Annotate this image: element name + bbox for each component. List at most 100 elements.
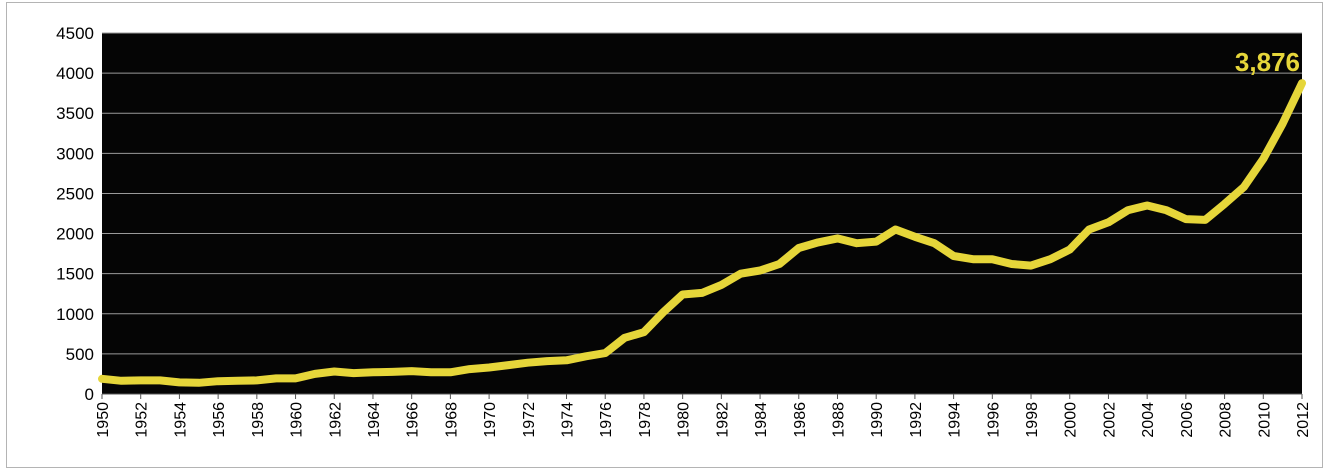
data-point <box>1163 207 1170 214</box>
y-tick-label: 4000 <box>56 64 94 83</box>
y-tick-label: 2500 <box>56 184 94 203</box>
data-point <box>737 270 744 277</box>
data-point <box>1124 207 1131 214</box>
data-point <box>1028 262 1035 269</box>
data-point <box>253 377 260 384</box>
data-point <box>602 350 609 357</box>
data-point <box>931 240 938 247</box>
y-tick-label: 500 <box>66 345 94 364</box>
x-tick-label: 1968 <box>443 402 460 438</box>
x-tick-label: 1956 <box>211 402 228 438</box>
x-tick-label: 1994 <box>947 402 964 438</box>
data-point <box>660 309 667 316</box>
x-tick-label: 2000 <box>1063 402 1080 438</box>
data-point <box>273 375 280 382</box>
data-point <box>582 353 589 360</box>
data-point <box>621 334 628 341</box>
end-value-annotation: 3,876 <box>1235 47 1300 77</box>
data-point <box>989 256 996 263</box>
data-point <box>1299 80 1305 87</box>
x-tick-label: 1960 <box>289 402 306 438</box>
data-point <box>505 362 512 369</box>
data-point <box>757 267 764 274</box>
data-point <box>486 364 493 371</box>
x-tick-label: 1986 <box>792 402 809 438</box>
plot-area <box>102 33 1302 394</box>
data-point <box>118 377 125 384</box>
x-tick-label: 1950 <box>95 402 112 438</box>
series-line <box>98 79 1306 387</box>
x-tick-label: 1962 <box>327 402 344 438</box>
x-tick-label: 1966 <box>405 402 422 438</box>
data-point <box>640 329 647 336</box>
x-tick-label: 1958 <box>250 402 267 438</box>
x-tick-label: 2002 <box>1101 402 1118 438</box>
x-tick-label: 2004 <box>1140 402 1157 438</box>
x-tick-label: 1990 <box>869 402 886 438</box>
y-tick-label: 3500 <box>56 104 94 123</box>
y-tick-label: 3000 <box>56 144 94 163</box>
data-point <box>795 244 802 251</box>
y-tick-label: 0 <box>85 385 94 404</box>
x-tick-label: 1988 <box>830 402 847 438</box>
data-point <box>679 291 686 298</box>
data-point <box>950 253 957 260</box>
y-tick-label: 1000 <box>56 305 94 324</box>
data-point <box>195 379 202 386</box>
y-tick-label: 4500 <box>56 24 94 43</box>
x-tick-label: 1952 <box>134 402 151 438</box>
data-point <box>350 370 357 377</box>
data-point <box>466 366 473 373</box>
data-point <box>292 375 299 382</box>
x-tick-label: 1976 <box>598 402 615 438</box>
data-point <box>699 289 705 296</box>
data-point <box>815 239 822 246</box>
x-tick-label: 1982 <box>714 402 731 438</box>
x-tick-label: 1970 <box>482 402 499 438</box>
data-point <box>215 378 222 385</box>
data-point <box>834 235 841 242</box>
data-point <box>524 359 531 366</box>
data-point <box>969 256 976 263</box>
data-point <box>853 240 860 247</box>
data-point <box>157 377 164 384</box>
x-tick-label: 2008 <box>1218 402 1235 438</box>
x-tick-label: 1998 <box>1024 402 1041 438</box>
data-point <box>369 369 376 376</box>
data-point <box>544 358 551 365</box>
x-tick-label: 1984 <box>753 402 770 438</box>
data-point <box>137 377 144 384</box>
data-point <box>331 368 338 375</box>
chart-frame: 0 500 1000 1500 2000 2500 3000 3500 4000 4500 195… <box>6 2 1323 468</box>
x-tick-label: 1996 <box>985 402 1002 438</box>
data-point <box>873 238 880 245</box>
data-point <box>1105 219 1112 226</box>
x-tick-label: 1980 <box>676 402 693 438</box>
line-chart: 0 500 1000 1500 2000 2500 3000 3500 4000 4500 195… <box>56 24 1312 438</box>
data-point <box>718 281 725 288</box>
data-point <box>1240 184 1247 191</box>
data-point <box>99 375 105 382</box>
gridlines <box>102 32 1302 355</box>
y-axis-ticks: 0 500 1000 1500 2000 2500 3000 3500 4000 4500 <box>56 24 94 404</box>
data-point <box>1047 256 1054 263</box>
data-point <box>911 233 918 240</box>
x-axis-ticks: 1950 1952 1954 1956 1958 1960 1962 1964 1966 1968… <box>95 393 1312 438</box>
x-tick-label: 1954 <box>172 402 189 438</box>
data-point <box>563 357 570 364</box>
data-point <box>1066 246 1073 253</box>
data-point <box>1182 216 1189 223</box>
y-tick-label: 2000 <box>56 225 94 244</box>
data-point <box>1144 202 1151 209</box>
data-point <box>311 370 318 377</box>
x-tick-label: 2010 <box>1256 402 1273 438</box>
x-tick-label: 1964 <box>366 402 383 438</box>
data-point <box>1008 261 1015 268</box>
data-point <box>1260 155 1267 162</box>
data-point <box>776 261 783 268</box>
data-point <box>1221 200 1228 207</box>
data-point <box>892 226 899 233</box>
y-tick-label: 1500 <box>56 265 94 284</box>
x-tick-label: 1972 <box>521 402 538 438</box>
data-point <box>1086 226 1093 233</box>
